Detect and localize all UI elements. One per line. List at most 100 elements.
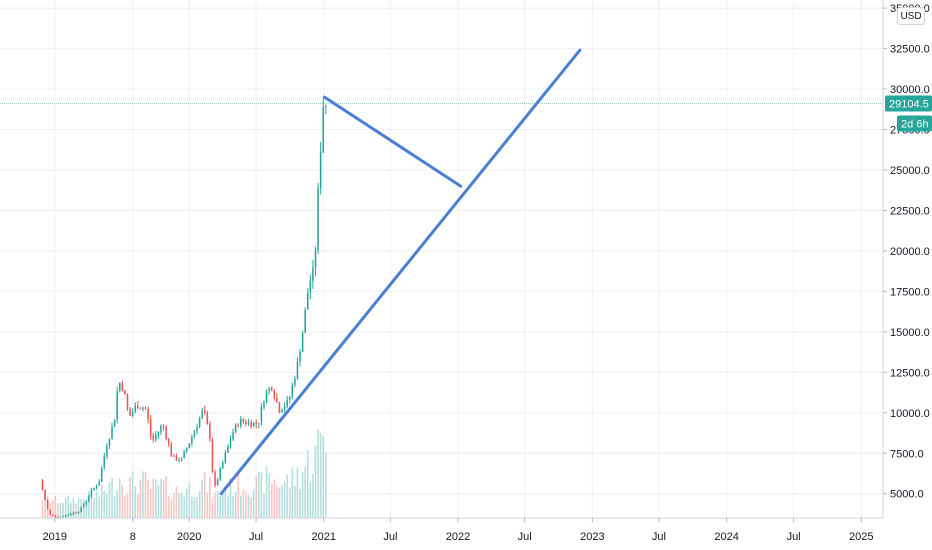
- trend-line-drawings[interactable]: [219, 48, 582, 496]
- volume-bar: [77, 497, 80, 518]
- candle-body: [144, 408, 147, 410]
- volume-bar: [103, 491, 106, 518]
- volume-bar: [196, 496, 198, 518]
- volume-bar: [121, 485, 124, 518]
- candle-body: [304, 309, 306, 333]
- candle-body: [77, 511, 80, 513]
- y-tick-label: 17500.0: [890, 286, 930, 298]
- y-tick-label: 15000.0: [890, 327, 930, 339]
- x-tick-label: 2019: [43, 531, 67, 543]
- volume-bar: [211, 498, 214, 518]
- volume-bar: [52, 500, 54, 518]
- volume-bar: [296, 467, 299, 518]
- candle-body: [183, 451, 185, 459]
- volume-bar: [85, 502, 88, 518]
- volume-bar: [291, 467, 294, 518]
- candle-body: [219, 468, 221, 480]
- candle-body: [232, 432, 234, 440]
- candle-body: [252, 422, 255, 427]
- candle-body: [95, 485, 98, 488]
- candle-body: [206, 412, 209, 425]
- candle-body: [276, 398, 278, 403]
- candle-body: [193, 430, 196, 437]
- volume-bar: [209, 476, 211, 518]
- candle-body: [198, 417, 201, 427]
- volume-bar: [278, 487, 281, 518]
- candle-body: [165, 426, 167, 439]
- volume-bar: [312, 473, 314, 518]
- candle-body: [137, 405, 139, 409]
- candle-body: [173, 455, 175, 457]
- volume-bar: [90, 494, 93, 518]
- trend-line: [323, 95, 463, 188]
- candle-body: [185, 448, 188, 452]
- x-tick-label: Jul: [652, 531, 666, 543]
- volume-bar: [214, 492, 216, 518]
- candle-body: [294, 378, 296, 385]
- x-tick-label: 2021: [312, 531, 336, 543]
- candle-body: [93, 487, 95, 491]
- volume-bar: [142, 471, 144, 518]
- volume-bar: [319, 432, 322, 518]
- candle-body: [237, 424, 239, 426]
- candle-body: [124, 390, 126, 394]
- y-tick-label: 10000.0: [890, 408, 930, 420]
- candle-body: [312, 267, 314, 281]
- candle-body: [90, 490, 93, 497]
- volume-bar: [268, 472, 270, 518]
- candle-body: [52, 514, 54, 516]
- candle-body: [103, 456, 106, 468]
- candle-body: [118, 382, 121, 392]
- candle-body: [170, 444, 173, 456]
- volume-bar: [232, 496, 234, 518]
- candle-body: [203, 410, 206, 413]
- last-price-badge: 29104.5: [885, 95, 932, 112]
- volume-bar: [234, 491, 237, 518]
- time-axis-labels: 2019 8 2020 Jul 2021 Jul 2022 Jul 2023 Jul 2024 Jul…: [43, 518, 874, 543]
- countdown-badge: 2d 6h: [897, 115, 932, 132]
- x-tick-label: Jul: [518, 531, 532, 543]
- candle-body: [227, 445, 229, 453]
- candle-body: [70, 514, 72, 516]
- y-tick-label: 30000.0: [890, 84, 930, 96]
- volume-bar: [240, 496, 242, 518]
- volume-bar: [317, 429, 319, 518]
- volume-bar: [175, 486, 178, 518]
- candle-body: [106, 446, 108, 457]
- candle-body: [46, 499, 49, 510]
- volume-bar: [270, 484, 273, 518]
- price-axis-bg[interactable]: [884, 0, 932, 518]
- candle-body: [265, 391, 268, 403]
- volume-bar: [222, 493, 224, 518]
- volume-bar: [258, 472, 260, 518]
- volume-bar: [64, 497, 67, 518]
- volume-bar: [160, 478, 162, 518]
- candle-body: [72, 512, 75, 515]
- candle-body: [131, 411, 134, 416]
- candle-body: [234, 424, 237, 433]
- volume-bar: [173, 492, 175, 518]
- candle-body: [134, 405, 136, 412]
- y-tick-label: 7500.0: [890, 448, 924, 460]
- candle-body: [322, 106, 324, 153]
- volume-bar: [75, 503, 77, 518]
- volume-bar: [260, 471, 263, 518]
- candle-body: [317, 187, 319, 251]
- candle-body: [57, 516, 59, 518]
- volume-bar: [108, 482, 111, 518]
- candle-body: [152, 435, 155, 440]
- candle-body: [273, 390, 276, 399]
- candle-body: [82, 504, 85, 508]
- time-axis-bg[interactable]: [0, 519, 884, 550]
- candle-body: [268, 387, 270, 392]
- volume-bar: [82, 499, 85, 518]
- volume-bar: [129, 477, 131, 518]
- currency-button[interactable]: USD: [897, 7, 925, 25]
- volume-bar: [224, 489, 227, 518]
- grid-lines: [0, 0, 883, 518]
- volume-bar: [95, 491, 98, 518]
- volume-bar: [273, 479, 276, 518]
- volume-bar: [152, 478, 155, 518]
- volume-bar: [70, 502, 72, 518]
